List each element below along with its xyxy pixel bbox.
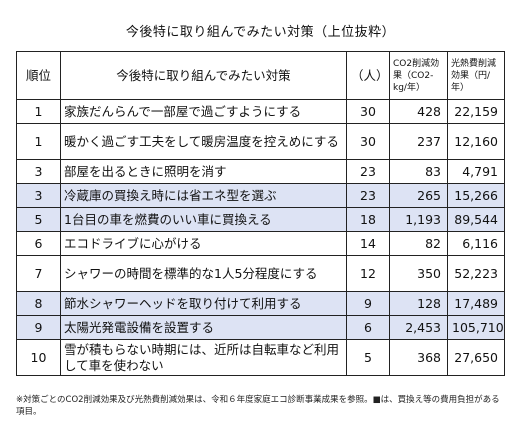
co2-cell: 1,193 [389, 207, 448, 232]
table-row: 8 節水シャワーヘッドを取り付けて利用する 9 128 17,489 [16, 291, 505, 316]
count-cell: 30 [346, 123, 390, 160]
count-cell: 12 [346, 255, 390, 292]
count-cell: 6 [346, 315, 390, 340]
rank-cell: 6 [16, 231, 61, 256]
rank-cell: 10 [16, 339, 61, 376]
count-cell: 23 [346, 159, 390, 184]
count-cell: 14 [346, 231, 390, 256]
cost-cell: 89,544 [447, 207, 505, 232]
co2-cell: 368 [389, 339, 448, 376]
co2-cell: 128 [389, 291, 448, 316]
co2-cell: 82 [389, 231, 448, 256]
table-row: 1 家族だんらんで一部屋で過ごすようにする 30 428 22,159 [16, 99, 505, 124]
table-row: 1 暖かく過ごす工夫をして暖房温度を控えめにする 30 237 12,160 [16, 123, 505, 160]
count-cell: 9 [346, 291, 390, 316]
measure-cell: 部屋を出るときに照明を消す [60, 159, 347, 184]
rank-cell: 8 [16, 291, 61, 316]
table-header-row: 順位 今後特に取り組んでみたい対策 （人） CO2削減効果（CO2-kg/年） … [16, 51, 505, 100]
cost-cell: 17,489 [447, 291, 505, 316]
table-row: 3 部屋を出るときに照明を消す 23 83 4,791 [16, 159, 505, 184]
header-co2: CO2削減効果（CO2-kg/年） [389, 51, 448, 100]
measure-cell: 1台目の車を燃費のいい車に買換える [60, 207, 347, 232]
rank-cell: 1 [16, 123, 61, 160]
co2-cell: 265 [389, 183, 448, 208]
header-cost: 光熱費削減効果（円/年） [447, 51, 505, 100]
measure-cell: 節水シャワーヘッドを取り付けて利用する [60, 291, 347, 316]
rank-cell: 5 [16, 207, 61, 232]
footnote: ※対策ごとのCO2削減効果及び光熱費削減効果は、令和６年度家庭エコ診断事業成果を… [16, 395, 500, 417]
rank-cell: 9 [16, 315, 61, 340]
measure-cell: 雪が積もらない時期には、近所は自転車など利用して車を使わない [60, 339, 347, 376]
table-row: 6 エコドライブに心がける 14 82 6,116 [16, 231, 505, 256]
count-cell: 18 [346, 207, 390, 232]
table-row: 7 シャワーの時間を標準的な1人5分程度にする 12 350 52,223 [16, 255, 505, 292]
co2-cell: 2,453 [389, 315, 448, 340]
cost-cell: 4,791 [447, 159, 505, 184]
cost-cell: 52,223 [447, 255, 505, 292]
rank-cell: 1 [16, 99, 61, 124]
measure-cell: エコドライブに心がける [60, 231, 347, 256]
rank-cell: 3 [16, 159, 61, 184]
cost-cell: 15,266 [447, 183, 505, 208]
co2-cell: 237 [389, 123, 448, 160]
measures-table: 順位 今後特に取り組んでみたい対策 （人） CO2削減効果（CO2-kg/年） … [16, 51, 505, 376]
co2-cell: 83 [389, 159, 448, 184]
header-rank: 順位 [16, 51, 61, 100]
measure-cell: シャワーの時間を標準的な1人5分程度にする [60, 255, 347, 292]
cost-cell: 27,650 [447, 339, 505, 376]
rank-cell: 3 [16, 183, 61, 208]
measure-cell: 家族だんらんで一部屋で過ごすようにする [60, 99, 347, 124]
table-row: 10 雪が積もらない時期には、近所は自転車など利用して車を使わない 5 368 27,6… [16, 339, 505, 376]
header-count: （人） [346, 51, 390, 100]
co2-cell: 428 [389, 99, 448, 124]
header-measure: 今後特に取り組んでみたい対策 [60, 51, 347, 100]
co2-cell: 350 [389, 255, 448, 292]
table-row: 3 冷蔵庫の買換え時には省エネ型を選ぶ 23 265 15,266 [16, 183, 505, 208]
rank-cell: 7 [16, 255, 61, 292]
cost-cell: 105,710 [447, 315, 505, 340]
measure-cell: 冷蔵庫の買換え時には省エネ型を選ぶ [60, 183, 347, 208]
table-row: 9 太陽光発電設備を設置する 6 2,453 105,710 [16, 315, 505, 340]
count-cell: 30 [346, 99, 390, 124]
measure-cell: 暖かく過ごす工夫をして暖房温度を控えめにする [60, 123, 347, 160]
measure-cell: 太陽光発電設備を設置する [60, 315, 347, 340]
cost-cell: 22,159 [447, 99, 505, 124]
cost-cell: 12,160 [447, 123, 505, 160]
cost-cell: 6,116 [447, 231, 505, 256]
count-cell: 5 [346, 339, 390, 376]
count-cell: 23 [346, 183, 390, 208]
table-row: 5 1台目の車を燃費のいい車に買換える 18 1,193 89,544 [16, 207, 505, 232]
page-title: 今後特に取り組んでみたい対策（上位抜粋） [125, 25, 396, 40]
